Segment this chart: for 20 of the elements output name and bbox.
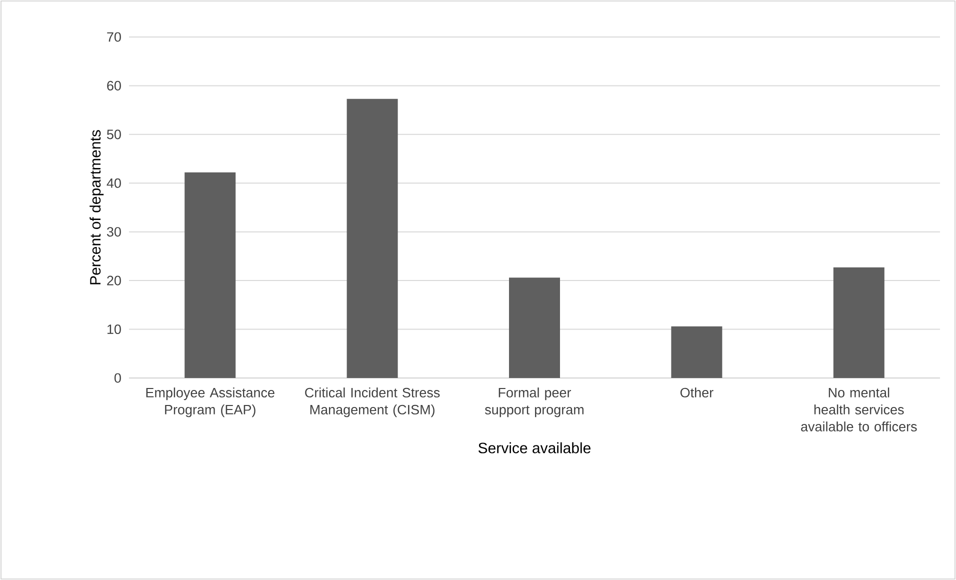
y-tick-label: 70 [107, 32, 121, 42]
y-tick-label: 10 [107, 324, 121, 334]
y-tick-label: 50 [106, 130, 121, 140]
y-tick-label: 20 [107, 276, 121, 286]
y-tick-label: 0 [114, 373, 121, 383]
x-tick-label: No mental health services available to officers [801, 388, 917, 432]
x-tick-label: Critical Incident Stress Management (CISM) [305, 388, 440, 418]
x-tick-label: Employee Assistance Program (EAP) [146, 388, 274, 418]
bar [671, 326, 722, 378]
bar [346, 98, 398, 378]
y-tick-label: 40 [106, 178, 121, 188]
x-tick-label: Formal peer support program [484, 388, 584, 418]
bar [184, 172, 236, 378]
y-tick-label: 30 [106, 227, 121, 237]
y-axis-title: Percent of departments [90, 130, 104, 284]
bar [833, 267, 884, 378]
y-tick-label: 60 [107, 80, 121, 90]
x-axis-title: Service available [478, 442, 590, 454]
bar [509, 278, 560, 378]
x-tick-label: Other [680, 388, 714, 398]
